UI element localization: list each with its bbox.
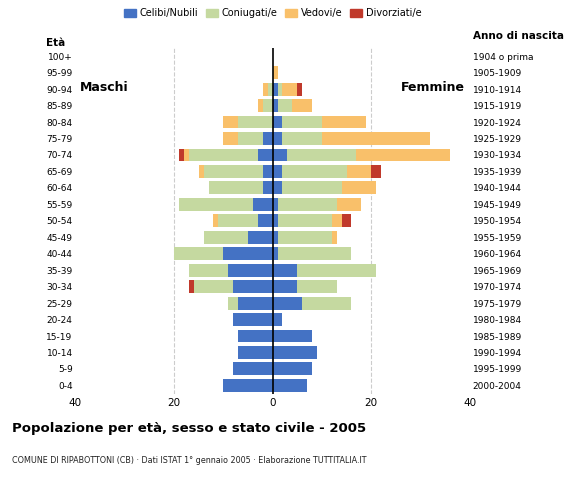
Bar xyxy=(223,132,238,145)
Bar xyxy=(238,346,273,359)
Bar xyxy=(273,83,278,96)
Bar xyxy=(273,165,282,178)
Bar xyxy=(342,181,376,194)
Bar xyxy=(263,99,273,112)
Bar xyxy=(273,132,282,145)
Bar xyxy=(273,330,312,342)
Bar xyxy=(347,165,371,178)
Bar xyxy=(288,148,356,161)
Bar xyxy=(258,215,273,227)
Bar xyxy=(302,297,351,310)
Bar xyxy=(238,116,273,129)
Bar xyxy=(179,148,184,161)
Bar xyxy=(268,83,273,96)
Bar xyxy=(204,231,248,244)
Bar xyxy=(282,83,298,96)
Bar xyxy=(282,132,322,145)
Bar xyxy=(273,313,282,326)
Bar xyxy=(189,280,194,293)
Bar xyxy=(189,148,258,161)
Bar xyxy=(263,83,268,96)
Bar xyxy=(229,264,273,276)
Bar xyxy=(273,198,278,211)
Bar xyxy=(233,362,273,375)
Bar xyxy=(273,231,278,244)
Bar xyxy=(273,181,282,194)
Bar xyxy=(278,215,332,227)
Bar xyxy=(273,215,278,227)
Bar xyxy=(238,297,273,310)
Bar xyxy=(278,231,332,244)
Bar xyxy=(229,297,238,310)
Bar xyxy=(322,116,367,129)
Bar xyxy=(371,165,381,178)
Bar xyxy=(278,198,337,211)
Bar xyxy=(342,215,351,227)
Bar xyxy=(292,99,312,112)
Bar xyxy=(204,165,263,178)
Legend: Celibi/Nubili, Coniugati/e, Vedovi/e, Divorziati/e: Celibi/Nubili, Coniugati/e, Vedovi/e, Di… xyxy=(120,4,425,22)
Bar xyxy=(213,215,219,227)
Bar xyxy=(238,330,273,342)
Bar xyxy=(322,132,430,145)
Bar xyxy=(278,99,292,112)
Bar xyxy=(273,99,278,112)
Text: Anno di nascita: Anno di nascita xyxy=(473,31,564,41)
Text: Popolazione per età, sesso e stato civile - 2005: Popolazione per età, sesso e stato civil… xyxy=(12,422,366,435)
Text: Femmine: Femmine xyxy=(401,81,465,94)
Bar xyxy=(263,165,273,178)
Bar xyxy=(233,313,273,326)
Bar xyxy=(253,198,273,211)
Bar xyxy=(278,247,351,260)
Bar xyxy=(198,165,204,178)
Bar xyxy=(332,215,342,227)
Bar xyxy=(297,264,376,276)
Bar xyxy=(282,116,322,129)
Bar xyxy=(238,132,263,145)
Bar xyxy=(174,247,223,260)
Bar xyxy=(273,280,297,293)
Bar xyxy=(273,264,297,276)
Bar xyxy=(258,148,273,161)
Bar xyxy=(223,379,273,392)
Bar xyxy=(282,181,342,194)
Bar xyxy=(273,116,282,129)
Bar xyxy=(337,198,361,211)
Bar xyxy=(263,181,273,194)
Bar xyxy=(179,198,253,211)
Bar xyxy=(273,379,307,392)
Bar xyxy=(273,66,278,79)
Bar xyxy=(282,165,347,178)
Bar xyxy=(273,247,278,260)
Text: Maschi: Maschi xyxy=(81,81,129,94)
Bar xyxy=(223,116,238,129)
Bar xyxy=(218,215,258,227)
Bar xyxy=(233,280,273,293)
Bar xyxy=(273,148,288,161)
Bar xyxy=(273,346,317,359)
Bar xyxy=(184,148,189,161)
Bar xyxy=(263,132,273,145)
Text: COMUNE DI RIPABOTTONI (CB) · Dati ISTAT 1° gennaio 2005 · Elaborazione TUTTITALI: COMUNE DI RIPABOTTONI (CB) · Dati ISTAT … xyxy=(12,456,366,465)
Bar xyxy=(273,297,302,310)
Bar xyxy=(332,231,336,244)
Bar xyxy=(194,280,233,293)
Bar xyxy=(189,264,229,276)
Bar xyxy=(248,231,273,244)
Bar xyxy=(297,83,302,96)
Bar xyxy=(273,362,312,375)
Text: Età: Età xyxy=(46,38,66,48)
Bar xyxy=(297,280,336,293)
Bar xyxy=(356,148,450,161)
Bar xyxy=(209,181,263,194)
Bar xyxy=(223,247,273,260)
Bar xyxy=(278,83,282,96)
Bar xyxy=(258,99,263,112)
